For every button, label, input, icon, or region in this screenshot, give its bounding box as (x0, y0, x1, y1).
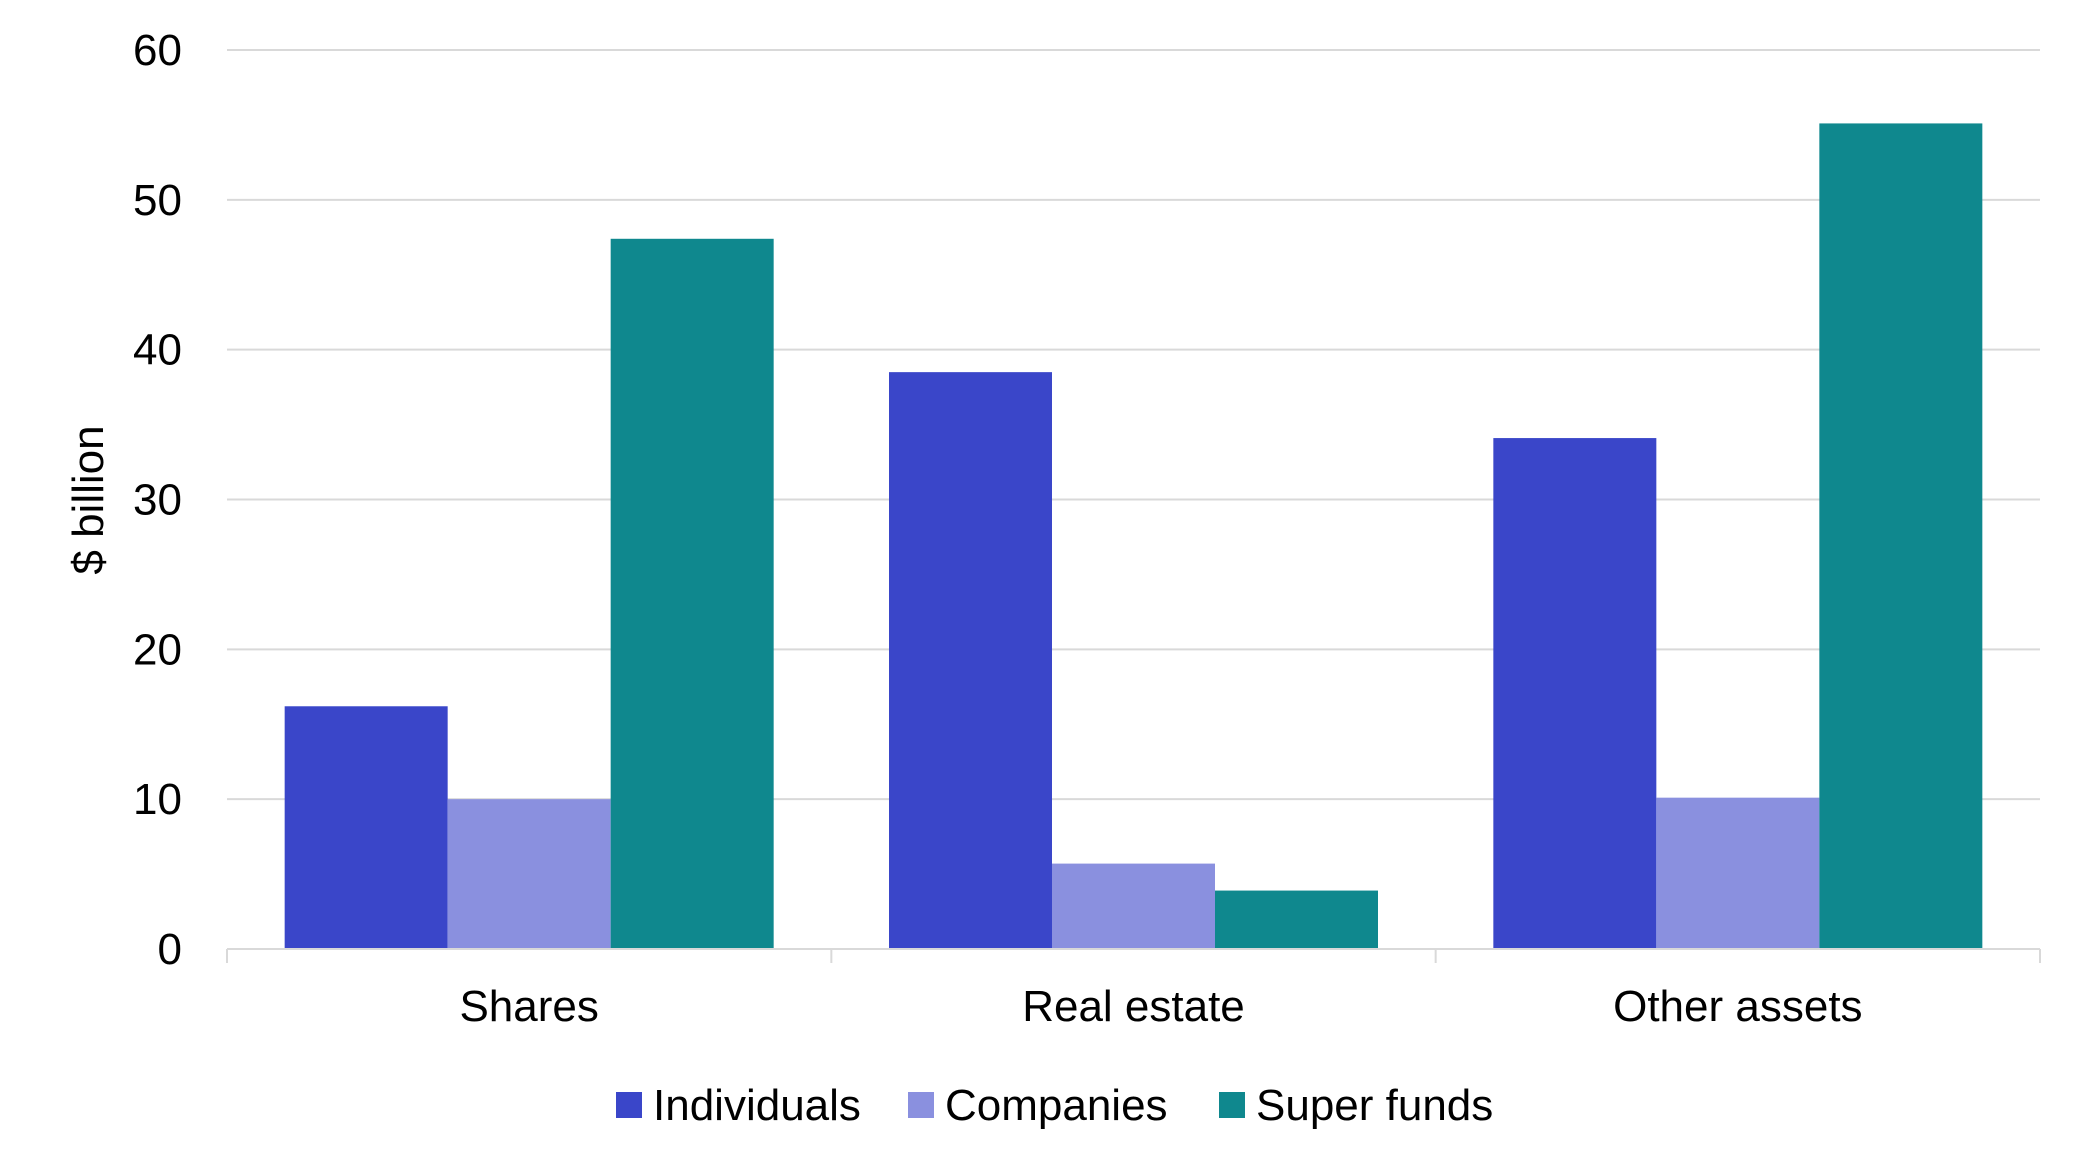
x-tick-label: Real estate (1022, 982, 1245, 1031)
y-tick-label: 40 (133, 326, 182, 375)
legend-swatch (1219, 1092, 1245, 1118)
y-tick-label: 0 (158, 925, 182, 974)
y-tick-label: 30 (133, 476, 182, 525)
bars (284, 123, 1983, 950)
legend-label: Individuals (653, 1081, 861, 1130)
x-axis-tick-labels: Shares Real estate Other assets (459, 982, 1862, 1031)
bar-super-funds (610, 238, 774, 950)
legend-label: Companies (945, 1081, 1168, 1130)
y-tick-label: 20 (133, 625, 182, 674)
bar-individuals (284, 706, 448, 949)
bar-companies (1052, 863, 1215, 949)
legend-swatch (908, 1092, 934, 1118)
y-tick-label: 10 (133, 775, 182, 824)
y-axis-tick-labels: 0 10 20 30 40 50 60 (133, 26, 182, 974)
x-tick-label: Shares (459, 982, 598, 1031)
bar-companies (447, 799, 611, 949)
legend-swatch (616, 1092, 642, 1118)
bar-individuals (1493, 438, 1657, 949)
legend: Individuals Companies Super funds (616, 1081, 1493, 1130)
x-tick-label: Other assets (1613, 982, 1862, 1031)
legend-item-individuals: Individuals (616, 1081, 861, 1130)
bar-individuals (889, 372, 1052, 949)
legend-label: Super funds (1256, 1081, 1493, 1130)
y-tick-label: 60 (133, 26, 182, 75)
y-tick-label: 50 (133, 176, 182, 225)
bar-super-funds (1819, 123, 1983, 949)
x-axis (226, 948, 2041, 963)
y-axis-title: $ billion (64, 425, 113, 574)
bar-super-funds (1215, 890, 1378, 949)
legend-item-companies: Companies (908, 1081, 1168, 1130)
gridlines (227, 49, 2040, 801)
legend-item-super-funds: Super funds (1219, 1081, 1493, 1130)
bar-companies (1656, 797, 1820, 949)
